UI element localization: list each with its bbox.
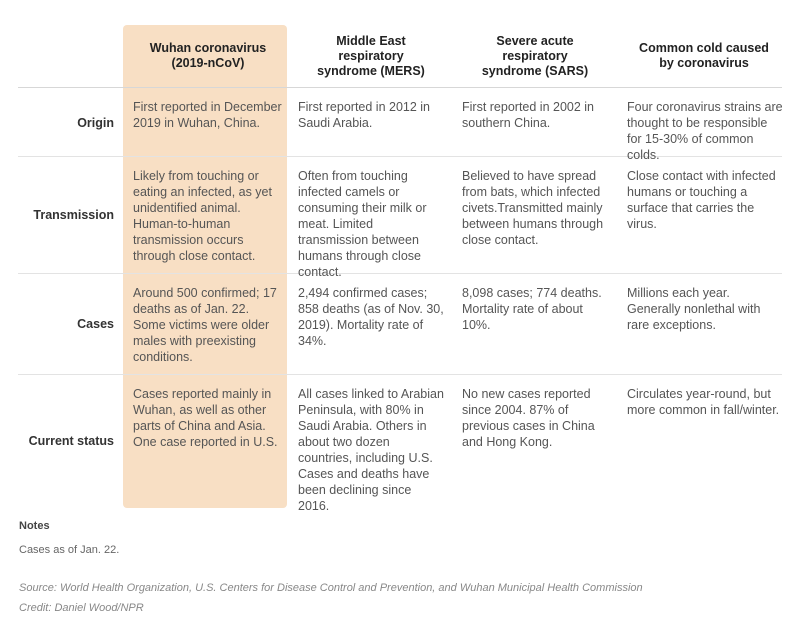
table-row: Cases Around 500 confirmed; 17 deaths as… [18, 274, 782, 375]
table-cell: Close contact with infected humans or to… [627, 169, 776, 231]
column-header-mers: Middle East respiratory syndrome (MERS) [317, 34, 425, 78]
row-label-cases: Cases [77, 317, 114, 331]
notes-text: Cases as of Jan. 22. [19, 544, 120, 556]
comparison-table: Wuhan coronavirus (2019-nCoV) Middle Eas… [18, 25, 783, 513]
table-cell: Circulates year-round, but more common i… [627, 387, 780, 417]
row-label-origin: Origin [77, 116, 114, 130]
credit-line: Credit: Daniel Wood/NPR [19, 602, 144, 614]
table-cell: Millions each year. Generally nonlethal … [627, 286, 761, 332]
table-cell: Often from touching infected camels or c… [298, 169, 427, 279]
table-cell: First reported in 2012 in Saudi Arabia. [298, 100, 431, 130]
table-cell: Around 500 confirmed; 17 deaths as of Ja… [133, 286, 277, 364]
table-cell: Cases reported mainly in Wuhan, as well … [133, 387, 278, 449]
table-cell: Four coronavirus strains are thought to … [627, 100, 783, 162]
table-cell: First reported in December 2019 in Wuhan… [133, 100, 282, 130]
table-header-row: Wuhan coronavirus (2019-nCoV) Middle Eas… [18, 25, 782, 88]
table-cell: Believed to have spread from bats, which… [462, 169, 604, 247]
table-row: Current status Cases reported mainly in … [18, 375, 782, 513]
table-cell: 2,494 confirmed cases; 858 deaths (as of… [298, 286, 444, 348]
highlight-column-background [123, 25, 287, 508]
column-header-sars: Severe acute respiratory syndrome (SARS) [481, 34, 589, 78]
column-header-common-cold: Common cold caused by coronavirus [639, 41, 769, 70]
table-row: Transmission Likely from touching or eat… [18, 157, 782, 279]
table-cell: No new cases reported since 2004. 87% of… [462, 387, 595, 449]
column-header-wuhan: Wuhan coronavirus (2019-nCoV) [149, 41, 267, 70]
table-cell: All cases linked to Arabian Peninsula, w… [298, 387, 444, 513]
row-label-current-status: Current status [28, 434, 114, 448]
table-cell: Likely from touching or eating an infect… [133, 169, 272, 263]
table-cell: 8,098 cases; 774 deaths. Mortality rate … [462, 286, 602, 332]
source-line: Source: World Health Organization, U.S. … [19, 582, 643, 594]
table-cell: First reported in 2002 in southern China… [462, 100, 595, 130]
row-label-transmission: Transmission [33, 208, 114, 222]
table-row: Origin First reported in December 2019 i… [18, 88, 783, 162]
notes-title: Notes [19, 520, 50, 532]
